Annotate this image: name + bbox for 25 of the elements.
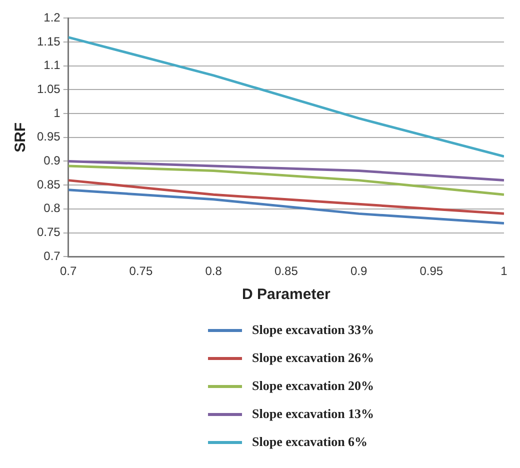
legend-label: Slope excavation 13% [252,406,374,422]
x-tick-label: 0.75 [129,264,153,278]
y-tick-label: 0.95 [36,130,61,144]
y-tick-label: 1.1 [44,58,61,72]
y-tick-label: 0.85 [36,177,61,192]
y-tick-label: 0.7 [44,248,61,263]
y-tick-label: 1.15 [36,34,61,48]
x-tick-label: 1 [500,264,508,278]
legend-label: Slope excavation 33% [252,322,374,338]
x-axis-title: D Parameter [242,286,331,304]
y-tick-label: 0.75 [36,225,61,240]
x-tick-label: 0.9 [350,264,368,278]
legend-label: Slope excavation 26% [252,350,374,366]
x-tick-label: 0.95 [420,264,444,278]
y-tick-label: 1.05 [36,82,61,96]
x-tick-label: 0.7 [60,264,78,278]
y-tick-label: 0.8 [44,201,61,216]
y-tick-label: 1 [54,106,61,120]
x-tick-label: 0.85 [274,264,298,278]
legend-label: Slope excavation 20% [252,378,374,394]
y-tick-label: 0.9 [44,154,61,168]
y-axis-title: SRF [12,122,30,152]
y-tick-label: 1.2 [44,10,61,25]
x-tick-label: 0.8 [205,264,222,278]
legend-label: Slope excavation 6% [252,434,368,450]
